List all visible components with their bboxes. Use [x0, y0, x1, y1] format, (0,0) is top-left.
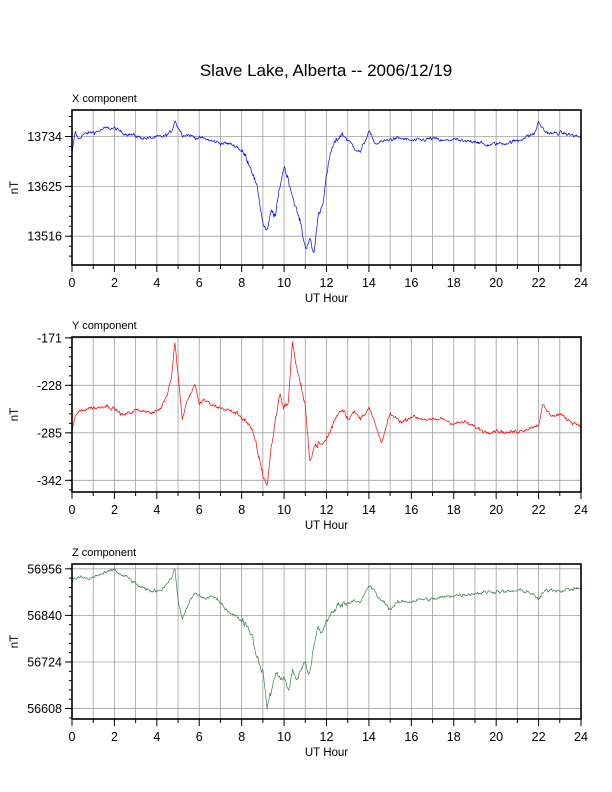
y-axis-label: nT: [9, 181, 21, 194]
x-tick-label: 0: [69, 276, 76, 290]
y-tick-label: 56724: [27, 655, 62, 669]
x-tick-label: 4: [153, 503, 160, 517]
x-tick-label: 24: [574, 276, 588, 290]
x-tick-label: 6: [196, 730, 203, 744]
panel-label: Z component: [72, 547, 136, 559]
x-tick-label: 20: [489, 730, 503, 744]
y-axis-label: nT: [9, 635, 21, 648]
x-tick-label: 16: [404, 276, 418, 290]
panel-label: X component: [72, 93, 137, 105]
x-axis-label: UT Hour: [305, 520, 348, 532]
y-tick-label: -228: [37, 379, 62, 393]
x-tick-label: 10: [277, 730, 291, 744]
plot-frame: [71, 109, 582, 266]
x-tick-label: 2: [111, 276, 118, 290]
x-tick-label: 12: [320, 503, 334, 517]
panel-label: Y component: [72, 320, 137, 332]
y-tick-label: -342: [37, 474, 62, 488]
x-tick-label: 18: [447, 503, 461, 517]
plot-frame: [71, 336, 582, 493]
series-line-1: [71, 341, 582, 486]
x-tick-label: 10: [277, 276, 291, 290]
x-tick-label: 22: [532, 730, 546, 744]
x-tick-label: 6: [196, 276, 203, 290]
x-tick-label: 12: [320, 276, 334, 290]
x-tick-label: 16: [404, 503, 418, 517]
x-axis-label: UT Hour: [305, 293, 348, 305]
x-tick-label: 18: [447, 730, 461, 744]
x-tick-label: 2: [111, 730, 118, 744]
y-tick-label: 13734: [27, 130, 62, 144]
y-tick-label: -285: [37, 426, 62, 440]
x-tick-label: 0: [69, 730, 76, 744]
x-tick-label: 0: [69, 503, 76, 517]
x-tick-label: 22: [532, 503, 546, 517]
x-tick-label: 8: [238, 730, 245, 744]
x-tick-label: 4: [153, 276, 160, 290]
x-tick-label: 16: [404, 730, 418, 744]
y-tick-label: -171: [37, 331, 62, 345]
chart-title: Slave Lake, Alberta -- 2006/12/19: [200, 61, 452, 80]
y-tick-label: 56956: [27, 562, 62, 576]
x-tick-label: 8: [238, 276, 245, 290]
x-tick-label: 12: [320, 730, 334, 744]
x-tick-label: 14: [362, 503, 376, 517]
x-tick-label: 8: [238, 503, 245, 517]
x-tick-label: 20: [489, 276, 503, 290]
x-tick-label: 24: [574, 503, 588, 517]
x-tick-label: 22: [532, 276, 546, 290]
x-tick-label: 2: [111, 503, 118, 517]
x-tick-label: 14: [362, 276, 376, 290]
plot-frame: [71, 563, 582, 720]
y-tick-label: 13516: [27, 230, 62, 244]
series-line-1: [71, 120, 582, 253]
y-axis-label: nT: [9, 408, 21, 421]
series-line-1: [71, 568, 582, 710]
x-tick-label: 18: [447, 276, 461, 290]
x-tick-label: 4: [153, 730, 160, 744]
y-tick-label: 56840: [27, 609, 62, 623]
x-tick-label: 20: [489, 503, 503, 517]
x-axis-label: UT Hour: [305, 747, 348, 759]
y-tick-label: 13625: [27, 180, 62, 194]
x-tick-label: 14: [362, 730, 376, 744]
x-tick-label: 10: [277, 503, 291, 517]
y-tick-label: 56608: [27, 702, 62, 716]
x-tick-label: 6: [196, 503, 203, 517]
x-tick-label: 24: [574, 730, 588, 744]
